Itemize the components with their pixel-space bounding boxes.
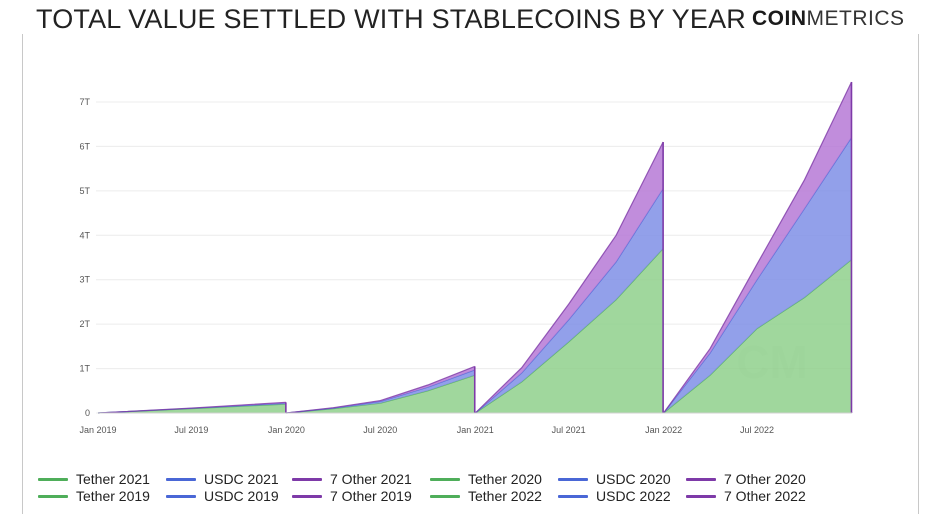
legend-label: USDC 2021	[204, 471, 279, 487]
legend-label: Tether 2019	[76, 488, 150, 504]
brand-logo: COINMETRICS	[752, 7, 905, 31]
y-tick-label: 7T	[79, 97, 90, 107]
other-2021-line	[474, 141, 664, 414]
legend-swatch	[292, 477, 322, 481]
tether-2020-area	[286, 375, 475, 413]
legend-item: USDC 2019	[166, 488, 279, 504]
legend-swatch	[38, 477, 68, 481]
x-tick-label: Jul 2021	[552, 425, 586, 435]
legend-item: 7 Other 2021	[292, 471, 412, 487]
y-tick-label: 0	[85, 408, 90, 418]
area-series	[97, 81, 853, 414]
legend-label: 7 Other 2022	[724, 488, 806, 504]
tether-2019-area	[98, 404, 286, 413]
legend-item: Tether 2019	[38, 488, 150, 504]
y-tick-label: 6T	[79, 141, 90, 151]
legend-label: Tether 2021	[76, 471, 150, 487]
legend-item: Tether 2020	[430, 471, 542, 487]
chart-title: TOTAL VALUE SETTLED WITH STABLECOINS BY …	[36, 4, 746, 34]
chart-frame	[22, 34, 919, 514]
legend-label: USDC 2022	[596, 488, 671, 504]
x-tick-label: Jan 2019	[79, 425, 116, 435]
legend-swatch	[686, 477, 716, 481]
x-tick-label: Jan 2022	[645, 425, 682, 435]
legend-swatch	[558, 494, 588, 498]
legend-item: Tether 2021	[38, 471, 150, 487]
x-tick-label: Jan 2021	[457, 425, 494, 435]
legend-label: USDC 2020	[596, 471, 671, 487]
legend-label: 7 Other 2021	[330, 471, 412, 487]
legend-swatch	[166, 477, 196, 481]
other-2020-line	[286, 365, 475, 414]
legend-swatch	[558, 477, 588, 481]
legend-item: 7 Other 2020	[686, 471, 806, 487]
legend-item: USDC 2022	[558, 488, 671, 504]
other-2019-line	[97, 401, 286, 414]
legend-swatch	[38, 494, 68, 498]
y-tick-label: 5T	[79, 186, 90, 196]
other-2022-line	[663, 81, 853, 414]
y-tick-label: 3T	[79, 275, 90, 285]
x-tick-label: Jul 2019	[174, 425, 208, 435]
tether-2021-area	[475, 248, 664, 413]
legend-swatch	[430, 494, 460, 498]
x-tick-label: Jul 2020	[363, 425, 397, 435]
legend-item: USDC 2021	[166, 471, 279, 487]
legend-label: 7 Other 2019	[330, 488, 412, 504]
legend-item: Tether 2022	[430, 488, 542, 504]
legend-swatch	[292, 494, 322, 498]
usdc-2022-area	[663, 137, 852, 413]
legend-label: Tether 2022	[468, 488, 542, 504]
axis-labels: 0 1T 2T 3T 4T 5T 6T 7T Jan 2019 Jul 2019 Jan 2020 J…	[79, 97, 852, 435]
y-tick-label: 2T	[79, 319, 90, 329]
legend-swatch	[430, 477, 460, 481]
legend-label: 7 Other 2020	[724, 471, 806, 487]
legend-item: 7 Other 2022	[686, 488, 806, 504]
y-tick-label: 4T	[79, 230, 90, 240]
brand-logo-bold: COIN	[752, 7, 807, 30]
legend-swatch	[686, 494, 716, 498]
legend-item: USDC 2020	[558, 471, 671, 487]
legend-label: USDC 2019	[204, 488, 279, 504]
brand-logo-light: METRICS	[806, 7, 905, 30]
legend-swatch	[166, 494, 196, 498]
legend-item: 7 Other 2019	[292, 488, 412, 504]
x-tick-label: Jan 2020	[268, 425, 305, 435]
y-tick-label: 1T	[79, 364, 90, 374]
legend-label: Tether 2020	[468, 471, 542, 487]
x-tick-label: Jul 2022	[740, 425, 774, 435]
